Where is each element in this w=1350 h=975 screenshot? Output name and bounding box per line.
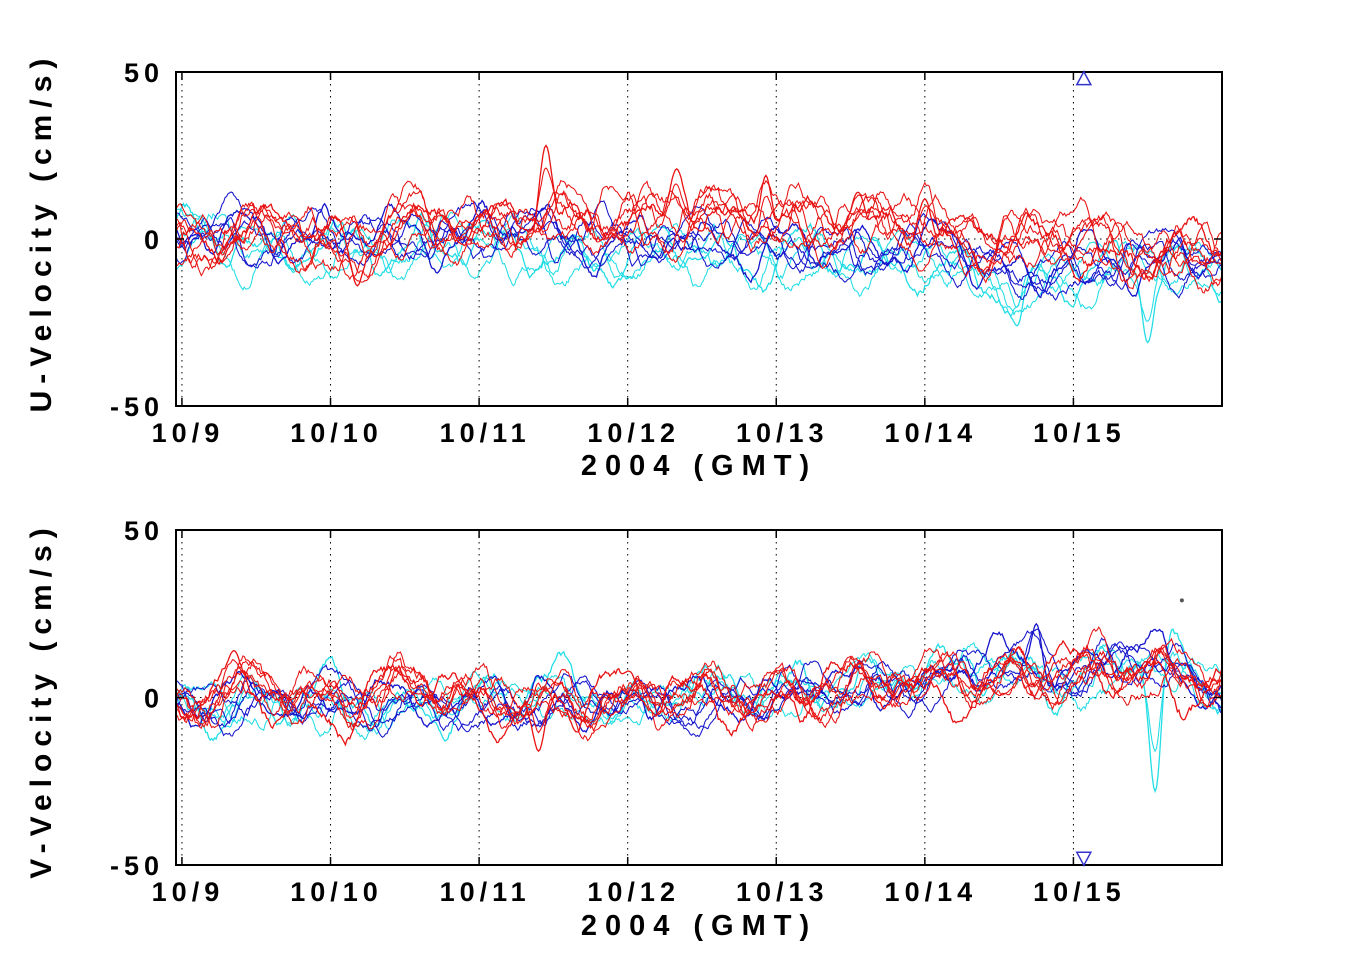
red-group-line (175, 185, 1223, 290)
x-tick-label: 10/10 (290, 418, 383, 448)
x-tick-label: 10/9 (152, 877, 225, 907)
x-tick-label: 10/9 (152, 418, 225, 448)
y-tick-label: 50 (124, 58, 164, 88)
x-tick-label: 10/11 (440, 877, 531, 907)
dot-marker (1179, 598, 1184, 603)
blue-group-line (175, 191, 1223, 290)
blue-group-line (175, 645, 1223, 732)
triangle-up-marker (1075, 70, 1093, 86)
red-group-line (175, 656, 1223, 729)
red-group-line (175, 189, 1223, 276)
x-tick-label: 10/15 (1033, 418, 1126, 448)
cyan-group-line (175, 202, 1223, 344)
blue-group-line (175, 628, 1223, 738)
red-group-line (175, 644, 1223, 734)
u-velocity-xaxis-label: 2004 (GMT) (580, 450, 818, 482)
red-group-line (175, 647, 1223, 727)
y-tick-label: -50 (110, 392, 164, 422)
y-tick-label: 0 (144, 684, 164, 714)
red-group-line (175, 190, 1223, 277)
triangle-down-marker (1075, 851, 1093, 867)
y-tick-label: 50 (124, 516, 164, 546)
x-tick-label: 10/14 (885, 418, 978, 448)
x-tick-label: 10/14 (885, 877, 978, 907)
red-group-line (175, 179, 1223, 287)
x-tick-label: 10/13 (736, 418, 829, 448)
x-tick-label: 10/12 (587, 418, 680, 448)
v-velocity-xaxis-label: 2004 (GMT) (580, 910, 818, 942)
x-tick-label: 10/10 (290, 877, 383, 907)
x-tick-label: 10/11 (440, 418, 531, 448)
x-tick-label: 10/12 (587, 877, 680, 907)
red-group-line (175, 637, 1223, 742)
blue-group-line (175, 210, 1222, 293)
y-tick-label: -50 (110, 851, 164, 881)
x-tick-label: 10/15 (1033, 877, 1126, 907)
x-tick-label: 10/13 (736, 877, 829, 907)
red-group-line (175, 626, 1223, 732)
red-group-line (175, 179, 1223, 283)
y-tick-label: 0 (144, 225, 164, 255)
blue-group-line (175, 630, 1223, 732)
